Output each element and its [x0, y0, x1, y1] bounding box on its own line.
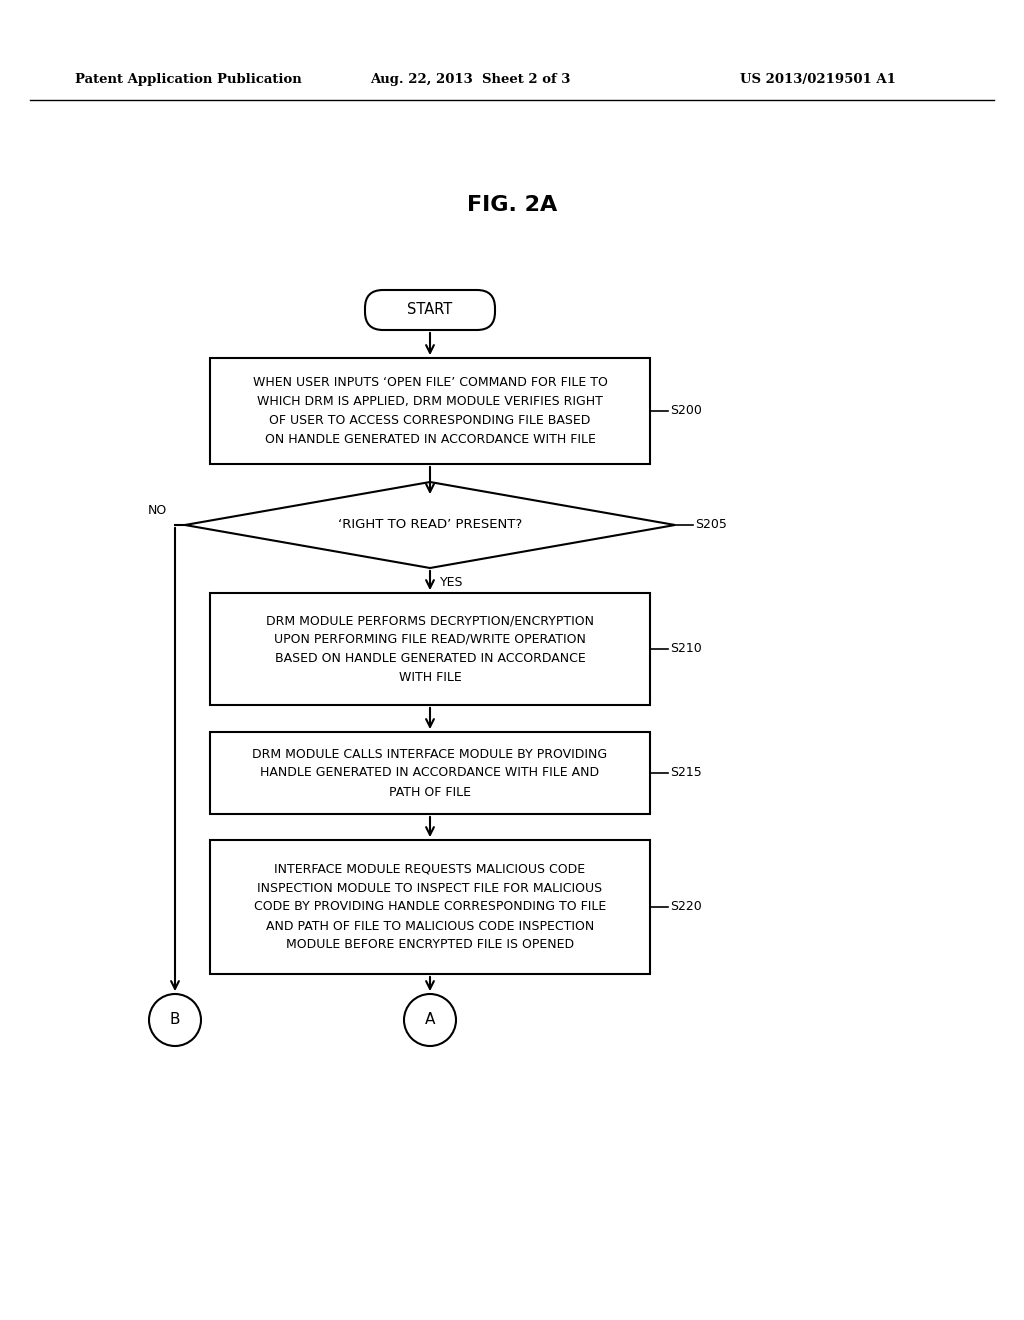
Bar [210, 840, 650, 974]
Text: S205: S205 [695, 519, 727, 532]
Text: S215: S215 [670, 767, 701, 780]
Bar [210, 358, 650, 465]
Text: B: B [170, 1012, 180, 1027]
Text: START: START [408, 302, 453, 318]
Bar [210, 593, 650, 705]
Text: WHEN USER INPUTS ‘OPEN FILE’ COMMAND FOR FILE TO
WHICH DRM IS APPLIED, DRM MODUL: WHEN USER INPUTS ‘OPEN FILE’ COMMAND FOR… [253, 376, 607, 446]
Bar [210, 733, 650, 814]
Circle shape [150, 994, 201, 1045]
Text: INTERFACE MODULE REQUESTS MALICIOUS CODE
INSPECTION MODULE TO INSPECT FILE FOR M: INTERFACE MODULE REQUESTS MALICIOUS CODE… [254, 862, 606, 952]
Text: S200: S200 [670, 404, 701, 417]
Text: S220: S220 [670, 900, 701, 913]
Text: ‘RIGHT TO READ’ PRESENT?: ‘RIGHT TO READ’ PRESENT? [338, 519, 522, 532]
Text: Patent Application Publication: Patent Application Publication [75, 74, 302, 87]
Text: FIG. 2A: FIG. 2A [467, 195, 557, 215]
Text: YES: YES [440, 576, 464, 589]
Text: DRM MODULE PERFORMS DECRYPTION/ENCRYPTION
UPON PERFORMING FILE READ/WRITE OPERAT: DRM MODULE PERFORMS DECRYPTION/ENCRYPTIO… [266, 614, 594, 684]
FancyBboxPatch shape [365, 290, 495, 330]
Text: S210: S210 [670, 643, 701, 656]
Text: US 2013/0219501 A1: US 2013/0219501 A1 [740, 74, 896, 87]
Circle shape [404, 994, 456, 1045]
Text: A: A [425, 1012, 435, 1027]
Text: Aug. 22, 2013  Sheet 2 of 3: Aug. 22, 2013 Sheet 2 of 3 [370, 74, 570, 87]
Polygon shape [185, 482, 675, 568]
Text: DRM MODULE CALLS INTERFACE MODULE BY PROVIDING
HANDLE GENERATED IN ACCORDANCE WI: DRM MODULE CALLS INTERFACE MODULE BY PRO… [253, 747, 607, 799]
Text: NO: NO [147, 504, 167, 517]
